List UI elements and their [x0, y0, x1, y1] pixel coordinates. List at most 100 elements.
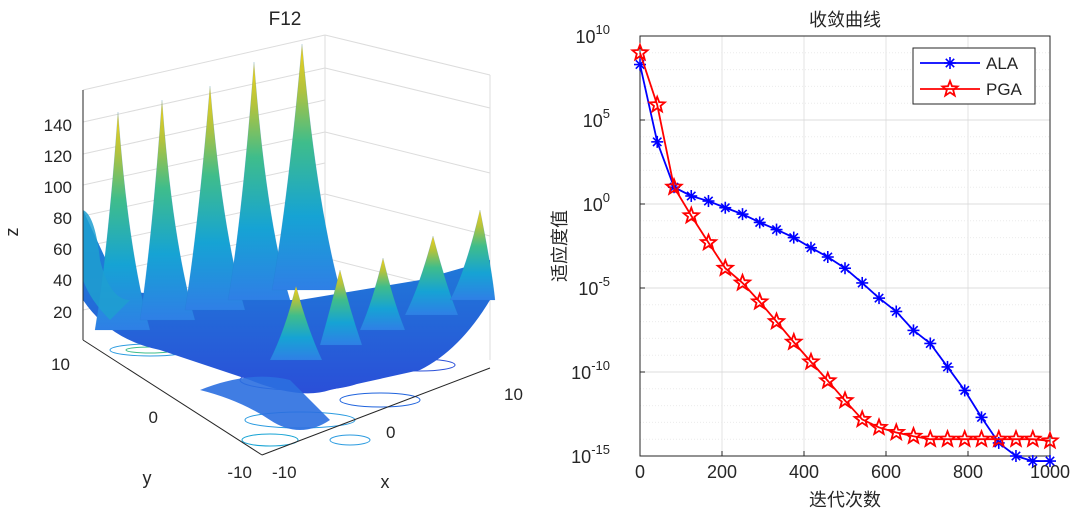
conv-y-tick-label: 100 [583, 190, 610, 215]
y-tick-labels: 10 0 -10 [51, 355, 252, 482]
x-tick-label: 10 [504, 385, 523, 404]
conv-x-axis-label: 迭代次数 [809, 490, 881, 510]
conv-x-tick-label: 0 [635, 462, 645, 482]
data-point [664, 176, 684, 196]
data-point [873, 292, 886, 305]
convergence-chart: 0 200 400 600 800 1000 1010 105 100 10-5 10-10 10-1… [550, 10, 1070, 510]
data-point [890, 305, 903, 318]
series-pga [630, 42, 1061, 450]
data-point [920, 428, 941, 448]
data-point [856, 276, 869, 289]
conv-y-tick-label: 10-10 [571, 358, 610, 383]
data-point [630, 42, 650, 62]
surface-title: F12 [269, 9, 302, 30]
z-tick-label: 20 [53, 303, 72, 322]
x-tick-label: 0 [386, 423, 395, 442]
data-point [907, 324, 920, 337]
data-point [817, 370, 838, 390]
conv-x-tick-label: 200 [707, 462, 737, 482]
surface-left-ridge [83, 210, 130, 320]
surface-peaks-back [94, 43, 341, 331]
data-point [685, 189, 698, 202]
data-point [868, 416, 889, 436]
data-point [719, 201, 732, 214]
data-point [770, 223, 783, 236]
data-point [651, 135, 664, 148]
data-point [1026, 455, 1039, 468]
y-axis-label: y [143, 468, 152, 488]
x-tick-labels: -10 0 10 [272, 385, 523, 482]
conv-series [630, 42, 1061, 468]
legend-box [912, 47, 1036, 105]
conv-x-tick-label: 600 [871, 462, 901, 482]
data-point [801, 351, 822, 371]
data-point [715, 257, 736, 277]
z-tick-label: 100 [44, 178, 72, 197]
conv-y-tick-label: 105 [583, 106, 610, 131]
surface-front-fold [200, 376, 330, 430]
data-point [852, 408, 873, 428]
data-point [903, 425, 924, 445]
data-point [937, 428, 958, 448]
data-point [954, 428, 975, 448]
data-point [886, 421, 907, 442]
data-point [1039, 430, 1061, 450]
surface-base [83, 210, 490, 394]
conv-y-axis-label: 适应度值 [550, 210, 570, 282]
z-tick-label: 60 [53, 240, 72, 259]
x-axis-label: x [381, 472, 390, 492]
surface-plot: 20 40 60 80 100 120 140 10 0 -10 -10 0 1… [2, 9, 523, 492]
x-tick-label: -10 [272, 463, 297, 482]
y-tick-label: -10 [227, 463, 252, 482]
y-tick-label: 0 [149, 408, 158, 427]
legend-label: PGA [986, 80, 1023, 99]
legend-item-pga: PGA [920, 78, 1023, 99]
surface-peaks-front [269, 209, 496, 361]
y-tick-label: 10 [51, 355, 70, 374]
data-point [749, 291, 770, 311]
data-point [702, 195, 715, 208]
legend-label: ALA [986, 54, 1019, 73]
conv-x-tick-label: 800 [953, 462, 983, 482]
data-point [971, 428, 992, 448]
data-point [732, 272, 753, 292]
data-point [783, 331, 804, 351]
conv-y-tick-label: 10-15 [571, 442, 610, 467]
data-point [821, 251, 834, 264]
data-point [1044, 455, 1056, 468]
data-point [839, 262, 851, 275]
conv-y-tick-label: 1010 [576, 22, 611, 47]
series-ala [634, 58, 1056, 468]
legend-marker [940, 78, 960, 98]
conv-x-tick-label: 1000 [1030, 462, 1070, 482]
data-point [804, 241, 817, 254]
data-point [681, 205, 702, 225]
data-point [698, 232, 719, 252]
z-tick-labels: 20 40 60 80 100 120 140 [44, 116, 72, 322]
data-point [1009, 450, 1022, 462]
data-point [647, 94, 668, 114]
conv-plot-frame [639, 35, 1051, 457]
legend-marker [944, 57, 956, 69]
conv-title: 收敛曲线 [809, 10, 881, 30]
data-point [941, 360, 954, 373]
data-point [924, 337, 937, 350]
data-point [958, 384, 971, 397]
conv-x-tick-label: 400 [789, 462, 819, 482]
z-axis-label: z [2, 228, 22, 237]
z-tick-label: 80 [53, 209, 72, 228]
z-tick-label: 40 [53, 271, 72, 290]
data-point [766, 311, 787, 331]
data-point [834, 389, 856, 410]
surface-axes-lines [82, 90, 491, 456]
data-point [1022, 428, 1043, 448]
conv-y-tick-label: 10-5 [578, 274, 610, 299]
conv-legend: ALA PGA [912, 47, 1036, 105]
data-point [736, 208, 749, 221]
legend-item-ala: ALA [920, 54, 1019, 73]
data-point [975, 411, 988, 424]
z-tick-label: 120 [44, 147, 72, 166]
data-point [988, 428, 1009, 448]
data-point [787, 231, 800, 244]
